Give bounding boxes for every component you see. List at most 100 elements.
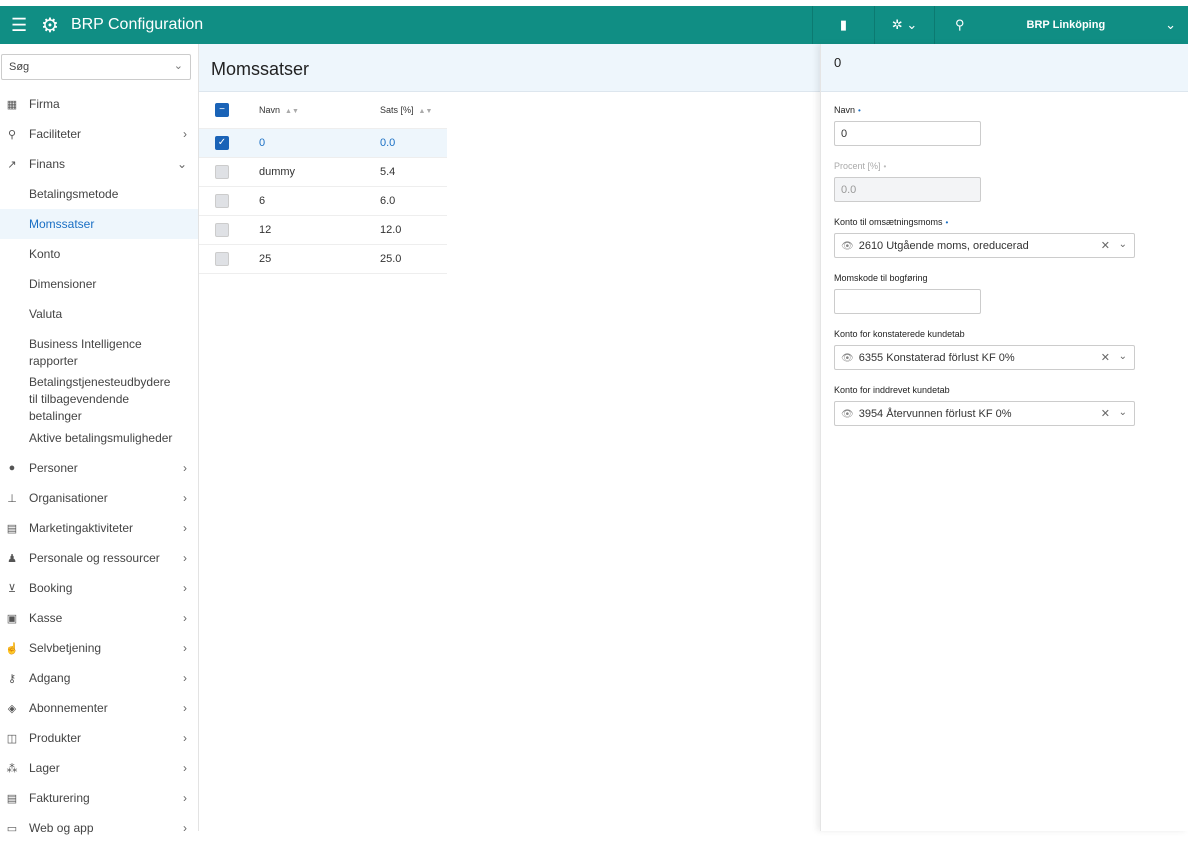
sidebar-item-booking[interactable]: ⊻ Booking › (0, 573, 198, 603)
sidebar-item-valuta[interactable]: Valuta (0, 299, 198, 329)
row-name: 0 (259, 128, 380, 158)
chevron-right-icon: › (183, 127, 187, 141)
calendar-icon: ▤ (6, 522, 18, 535)
chevron-down-icon[interactable]: ⌄ (1118, 351, 1127, 362)
sidebar-item-momssatser[interactable]: Momssatser (0, 209, 198, 239)
notebook-icon: ▮ (839, 17, 848, 32)
sidebar-item-label: Konto (29, 247, 61, 261)
konto-inddr-label: Konto for inddrevet kundetab (834, 385, 950, 395)
gear-icon: ⚙ (41, 14, 59, 37)
chevron-down-icon[interactable]: ⌄ (1118, 407, 1127, 418)
location-selector[interactable]: ⚲ BRP Linköping ⌄ (935, 6, 1188, 44)
row-name: 6 (259, 186, 380, 216)
sidebar-item-firma[interactable]: ▦ Firma (0, 89, 198, 119)
sidebar-item-personer[interactable]: ● Personer › (0, 453, 198, 483)
sidebar-item-selvbetjening[interactable]: ☝ Selvbetjening › (0, 633, 198, 663)
sidebar-item-label: Lager (29, 761, 60, 775)
menu-icon[interactable]: ☰ (11, 14, 28, 35)
sidebar-item-finans[interactable]: ↗ Finans ⌄ (0, 149, 198, 179)
app-title: BRP Configuration (70, 16, 204, 33)
sidebar-item-business-intelligence-rapporter[interactable]: Business Intelligence rapporter (0, 329, 198, 376)
location-label: BRP Linköping (1026, 19, 1106, 31)
clear-icon[interactable]: ✕ (1100, 352, 1110, 364)
sidebar-item-lager[interactable]: ⁂ Lager › (0, 753, 198, 783)
konto-konst-field: Konto for konstaterede kundetab 👁 6355 Ko… (834, 329, 1135, 370)
sidebar-item-faciliteter[interactable]: ⚲ Faciliteter › (0, 119, 198, 149)
eye-icon[interactable]: 👁 (841, 409, 854, 420)
sidebar-item-label: Firma (29, 97, 60, 111)
cart-icon: ⊻ (7, 582, 17, 595)
select-all-checkbox[interactable]: − (215, 102, 229, 117)
row-checkbox[interactable] (215, 193, 229, 208)
sidebar-item-kasse[interactable]: ▣ Kasse › (0, 603, 198, 633)
row-rate: 5.4 (380, 157, 447, 187)
sidebar-item-marketingaktiviteter[interactable]: ▤ Marketingaktiviteter › (0, 513, 198, 543)
chevron-right-icon: › (183, 611, 187, 625)
search-select[interactable]: Søg ⌄ (1, 54, 191, 80)
sidebar-item-label: Booking (29, 581, 73, 595)
eye-icon[interactable]: 👁 (841, 353, 854, 364)
row-checkbox[interactable]: ✓ (215, 135, 229, 150)
row-checkbox[interactable] (215, 222, 229, 237)
procent-input: 0.0 (834, 177, 981, 202)
sidebar-item-konto[interactable]: Konto (0, 239, 198, 269)
sidebar-item-fakturering[interactable]: ▤ Fakturering › (0, 783, 198, 813)
clear-icon[interactable]: ✕ (1100, 240, 1110, 252)
app-header: ☰ ⚙ BRP Configuration ▮ ✲ ⌄ ⚲ BRP Linköp… (0, 6, 1188, 44)
sidebar-item-label: Personer (29, 461, 78, 475)
sidebar-item-label: Momssatser (29, 217, 95, 231)
sidebar-item-dimensioner[interactable]: Dimensioner (0, 269, 198, 299)
settings-dropdown[interactable]: ✲ ⌄ (875, 6, 935, 44)
table-row[interactable]: 25 25.0 (199, 244, 447, 274)
momskode-label: Momskode til bogføring (834, 273, 928, 283)
momskode-field: Momskode til bogføring (834, 273, 981, 314)
chevron-right-icon: › (183, 821, 187, 835)
table-row[interactable]: dummy 5.4 (199, 157, 447, 187)
sidebar-item-betalingstjenesteudbydere-til-tilbagevendende-betalinger[interactable]: Betalingstjenesteudbydere til tilbageven… (0, 375, 198, 423)
sidebar-item-personale-og-ressourcer[interactable]: ♟ Personale og ressourcer › (0, 543, 198, 573)
navn-label: Navn (834, 105, 856, 115)
vat-table: − Navn ▲▼ Sats [%] ▲▼ ✓ 0 0.0 dummy 5.4 6 6.0 12 1… (199, 92, 447, 274)
row-checkbox[interactable] (215, 164, 229, 179)
momskode-input[interactable] (834, 289, 981, 314)
eye-icon[interactable]: 👁 (841, 241, 854, 252)
key-icon: ⚷ (7, 672, 17, 685)
chevron-down-icon[interactable]: ⌄ (1118, 239, 1127, 250)
column-navn[interactable]: Navn ▲▼ (259, 92, 380, 129)
procent-field: Procent [%] • 0.0 (834, 161, 981, 202)
konto-konst-select[interactable]: 👁 6355 Konstaterad förlust KF 0% ✕ ⌄ (834, 345, 1135, 370)
notebook-button[interactable]: ▮ (813, 6, 875, 44)
sidebar-item-adgang[interactable]: ⚷ Adgang › (0, 663, 198, 693)
chevron-right-icon: › (183, 491, 187, 505)
detail-panel: 0 Navn • 0 Procent [%] • 0.0 Konto til oms… (820, 44, 1188, 831)
sidebar-item-label: Business Intelligence rapporter (29, 336, 142, 368)
sidebar-item-aktive-betalingsmuligheder[interactable]: Aktive betalingsmuligheder (0, 423, 198, 453)
konto-konst-value: 6355 Konstaterad förlust KF 0% (858, 352, 1015, 364)
sidebar-item-label: Organisationer (29, 491, 108, 505)
clear-icon[interactable]: ✕ (1100, 408, 1110, 420)
map-pin-icon: ⚲ (7, 128, 17, 141)
chevron-right-icon: › (183, 521, 187, 535)
konto-oms-select[interactable]: 👁 2610 Utgående moms, oreducerad ✕ ⌄ (834, 233, 1135, 258)
row-checkbox[interactable] (215, 251, 229, 266)
konto-inddr-select[interactable]: 👁 3954 Återvunnen förlust KF 0% ✕ ⌄ (834, 401, 1135, 426)
konto-konst-label: Konto for konstaterede kundetab (834, 329, 965, 339)
cog-icon: ✲ (891, 17, 903, 32)
map-pin-icon: ⚲ (955, 17, 965, 32)
navn-input[interactable]: 0 (834, 121, 981, 146)
column-sats[interactable]: Sats [%] ▲▼ (380, 92, 447, 129)
sidebar-item-produkter[interactable]: ◫ Produkter › (0, 723, 198, 753)
sort-icon: ▲▼ (418, 107, 433, 115)
sidebar-item-abonnementer[interactable]: ◈ Abonnementer › (0, 693, 198, 723)
sidebar-nav: ▦ Firma ⚲ Faciliteter › ↗ Finans ⌄ Betalingsmeto… (0, 89, 198, 843)
sidebar-item-organisationer[interactable]: ⊥ Organisationer › (0, 483, 198, 513)
table-row[interactable]: 12 12.0 (199, 215, 447, 245)
sidebar-item-betalingsmetode[interactable]: Betalingsmetode (0, 179, 198, 209)
chevron-down-icon: ⌄ (176, 157, 187, 171)
sidebar-item-web-og-app[interactable]: ▭ Web og app › (0, 813, 198, 843)
table-row[interactable]: 6 6.0 (199, 186, 447, 216)
table-row[interactable]: ✓ 0 0.0 (199, 128, 447, 158)
navn-field: Navn • 0 (834, 105, 981, 146)
sidebar-item-label: Faciliteter (29, 127, 82, 141)
sidebar: Søg ⌄ ▦ Firma ⚲ Faciliteter › ↗ Finans ⌄ Betaling… (0, 44, 199, 835)
